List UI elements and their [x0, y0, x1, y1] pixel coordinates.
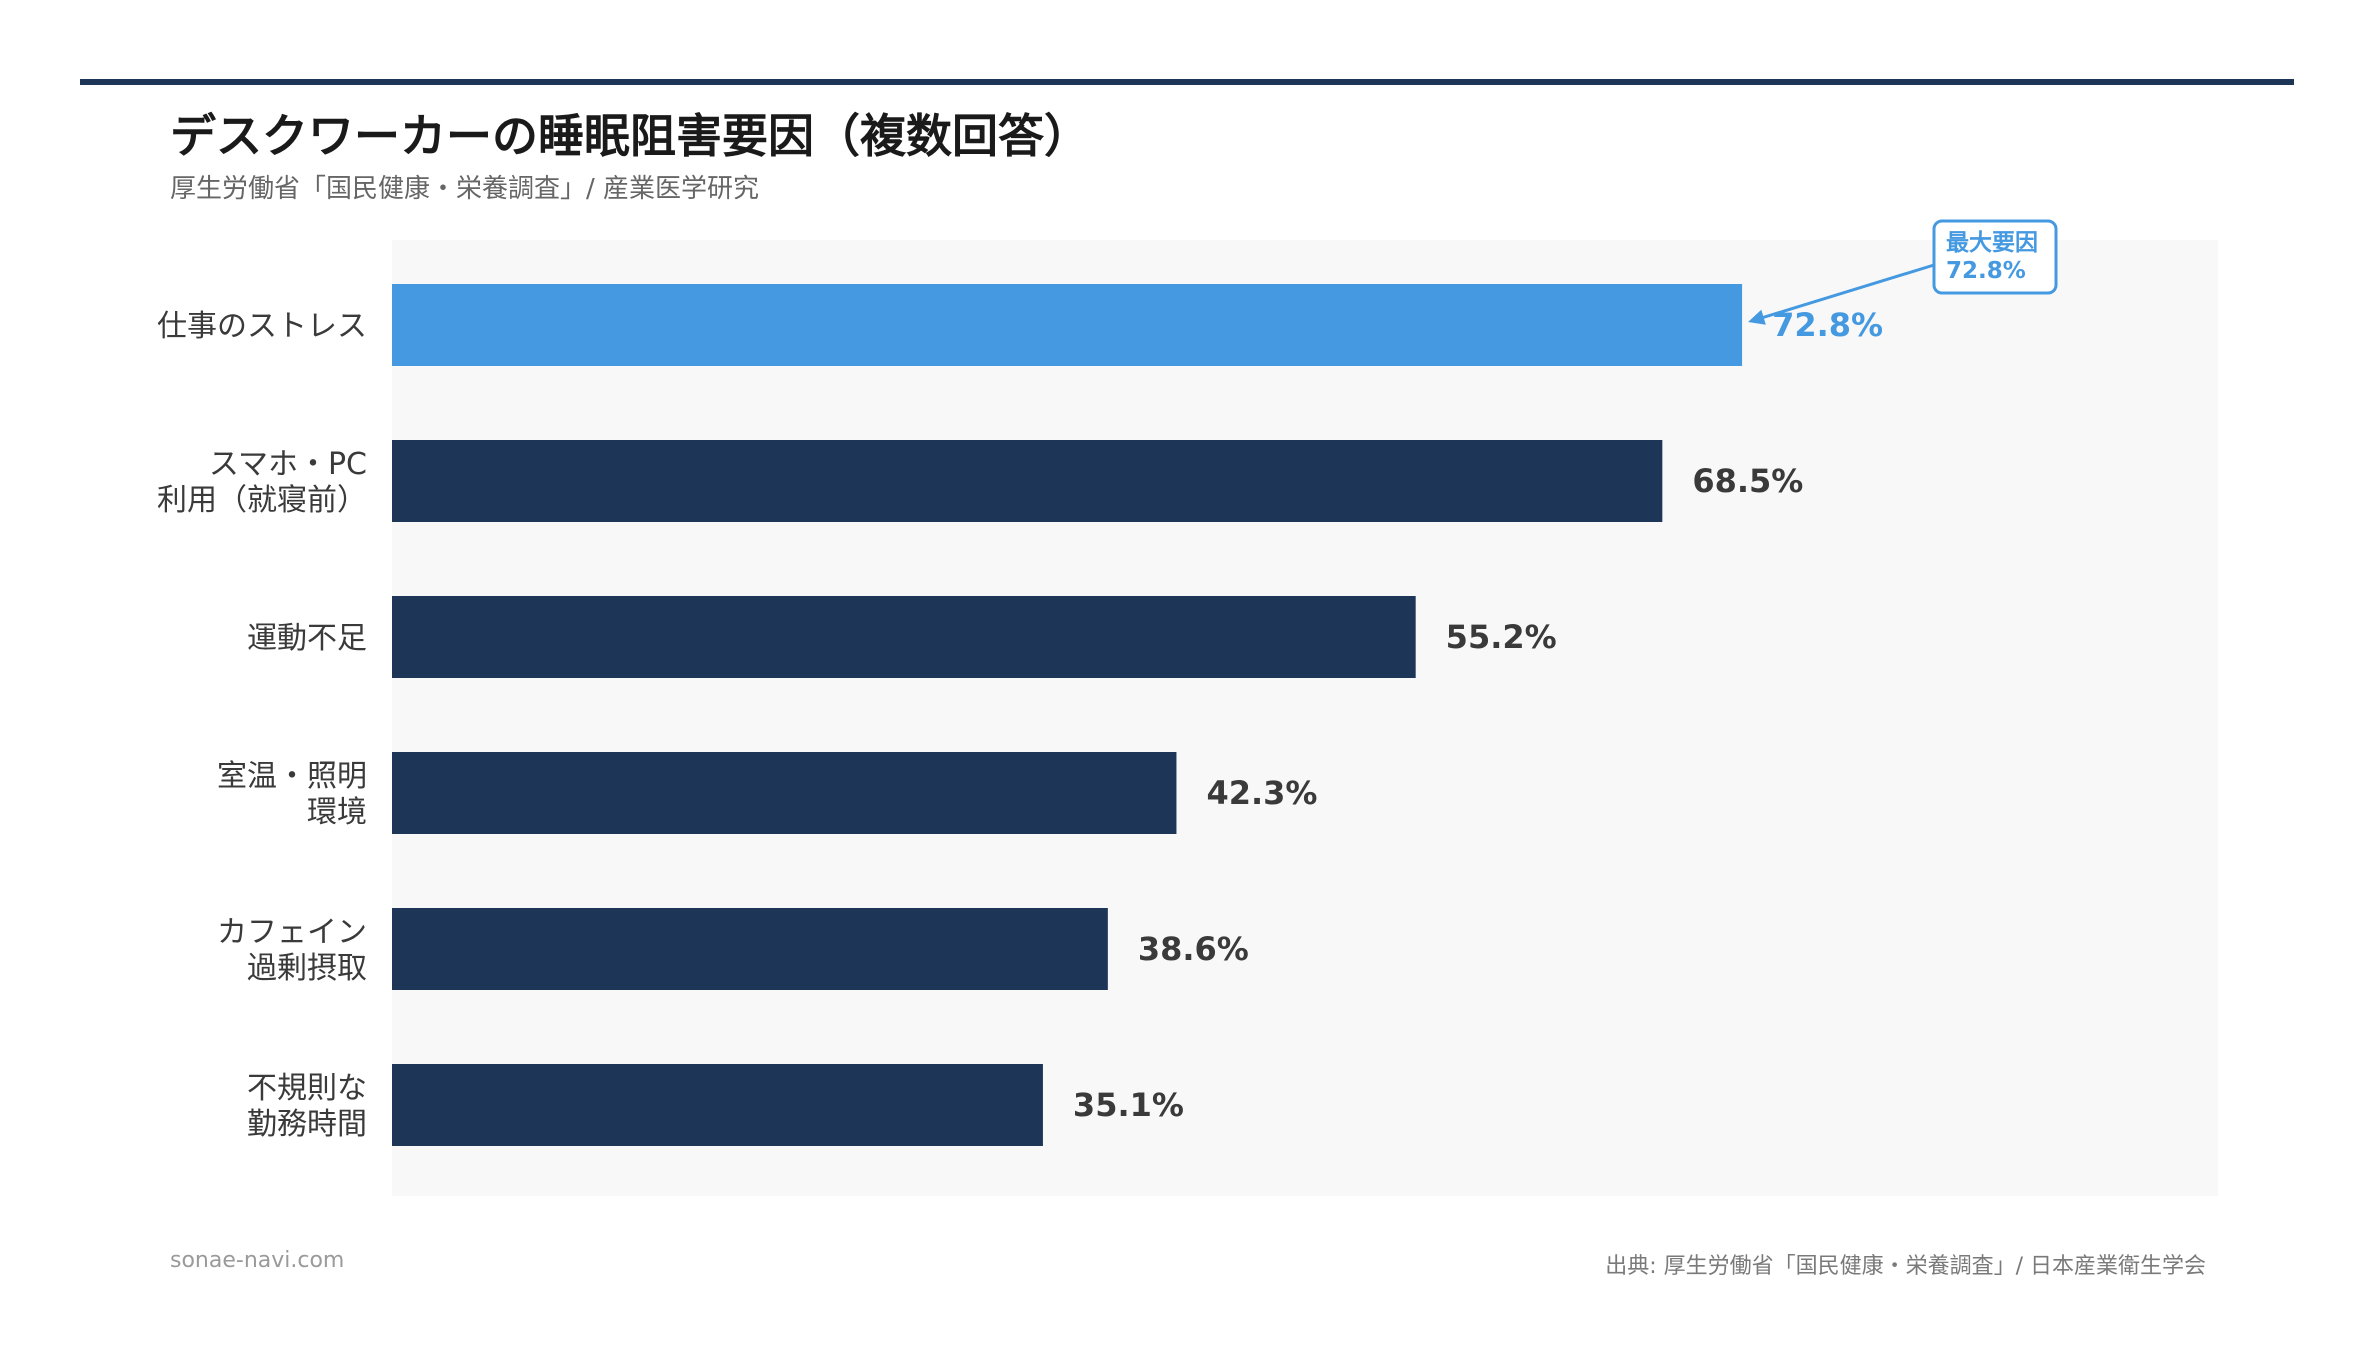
callout-arrowhead	[1748, 309, 1766, 325]
category-label: 過剰摂取	[247, 951, 367, 986]
chart-title: デスクワーカーの睡眠阻害要因（複数回答）	[170, 109, 1090, 163]
footer-site: sonae-navi.com	[170, 1248, 345, 1273]
top-rule	[80, 79, 2294, 85]
category-label: 勤務時間	[247, 1107, 367, 1142]
category-label: 仕事のストレス	[157, 309, 367, 344]
bar	[392, 284, 1743, 366]
category-label: 不規則な	[247, 1071, 367, 1106]
bar-value-label: 68.5%	[1692, 462, 1803, 500]
bar-value-label: 35.1%	[1073, 1086, 1184, 1124]
bar-value-label: 38.6%	[1138, 930, 1249, 968]
category-label: カフェイン	[217, 915, 367, 950]
callout-arrow-line	[1757, 263, 1935, 321]
callout-box	[1932, 219, 2058, 295]
chart-subtitle: 厚生労働省「国民健康・栄養調査」/ 産業医学研究	[170, 174, 760, 204]
bar	[392, 440, 1663, 522]
bar-value-label: 55.2%	[1446, 618, 1557, 656]
plot-area	[392, 240, 2218, 1196]
category-label: 運動不足	[247, 621, 367, 656]
bar-value-label: 42.3%	[1206, 774, 1317, 812]
bar	[392, 752, 1177, 834]
category-label: 環境	[307, 795, 367, 830]
callout-text: 72.8%	[1946, 258, 2026, 284]
category-label: 室温・照明	[217, 759, 367, 794]
category-label: 利用（就寝前）	[157, 483, 367, 518]
bar	[392, 596, 1416, 678]
bar	[392, 1064, 1043, 1146]
footer-source: 出典: 厚生労働省「国民健康・栄養調査」/ 日本産業衛生学会	[1605, 1254, 2206, 1279]
callout-text: 最大要因	[1946, 230, 2038, 256]
category-label: スマホ・PC	[209, 447, 367, 482]
bar	[392, 908, 1108, 990]
bar-value-label: 72.8%	[1772, 306, 1883, 344]
